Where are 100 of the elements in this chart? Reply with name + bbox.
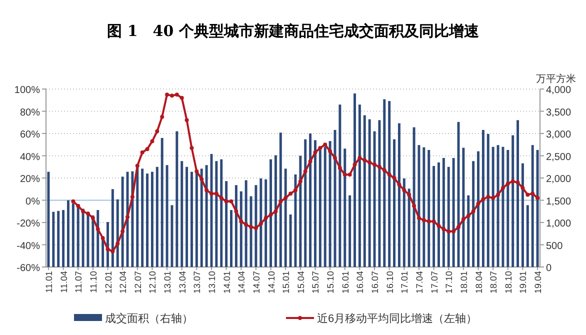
legend-label: 成交面积（右轴） xyxy=(105,312,193,325)
x-tick-label: 17.04 xyxy=(414,271,424,294)
bar xyxy=(526,205,529,267)
bar xyxy=(166,165,168,267)
y-tick-label: 60% xyxy=(20,130,40,140)
bar xyxy=(432,166,436,267)
x-tick-label: 18.07 xyxy=(488,271,499,294)
x-tick-label: 19.04 xyxy=(533,271,544,294)
y-tick-label: -20% xyxy=(16,218,40,230)
x-tick-label: 18.01 xyxy=(458,271,469,294)
bar xyxy=(328,141,332,267)
x-tick-label: 13.10 xyxy=(206,271,217,294)
bar xyxy=(225,181,228,267)
bar xyxy=(383,99,386,267)
bar xyxy=(299,156,302,267)
bar xyxy=(314,140,316,267)
y2-tick-label: 4,000 xyxy=(546,85,572,96)
bar xyxy=(260,178,262,267)
y2-tick-label: 500 xyxy=(546,240,564,252)
bar xyxy=(358,104,361,267)
bar xyxy=(304,139,307,267)
x-tick-label: 11.07 xyxy=(74,271,84,293)
y2-tick-label: 2,000 xyxy=(546,174,572,185)
y2-axis-title: 万平方米 xyxy=(536,73,576,85)
bar xyxy=(348,195,352,267)
y-tick-label: 20% xyxy=(20,174,40,185)
y-tick-label: 40% xyxy=(20,152,40,163)
bar xyxy=(428,150,430,267)
bar xyxy=(230,210,232,267)
bar xyxy=(200,168,203,267)
bar xyxy=(506,150,510,267)
bar xyxy=(284,168,287,267)
y2-tick-label: 3,000 xyxy=(546,130,572,140)
bar xyxy=(344,148,346,267)
y2-tick-label: 0 xyxy=(546,263,552,274)
x-tick-label: 16.01 xyxy=(340,271,350,294)
x-tick-label: 11.10 xyxy=(88,271,98,293)
bar xyxy=(190,172,193,267)
x-tick-label: 12.01 xyxy=(103,271,114,294)
bar xyxy=(402,178,406,267)
x-tick-label: 14.04 xyxy=(236,271,247,294)
bar xyxy=(156,166,158,267)
bar xyxy=(205,165,208,267)
y2-tick-label: 1,000 xyxy=(546,218,572,230)
bar xyxy=(274,155,277,267)
x-tick-label: 14.07 xyxy=(251,271,262,294)
bar xyxy=(116,199,119,267)
x-tick-label: 19.01 xyxy=(518,271,528,294)
bar xyxy=(437,162,440,267)
bar xyxy=(66,200,70,267)
bar xyxy=(486,134,490,267)
bar xyxy=(96,210,100,267)
bar xyxy=(354,93,356,267)
bar xyxy=(264,179,268,267)
bar xyxy=(215,161,218,267)
bar xyxy=(531,145,534,267)
bar xyxy=(422,147,426,267)
x-tick-label: 18.10 xyxy=(503,271,514,294)
bar xyxy=(270,159,272,267)
x-tick-label: 15.07 xyxy=(310,271,321,294)
bar xyxy=(512,135,514,267)
legend-label: 近6月移动平均同比增速（左轴） xyxy=(317,312,478,325)
bar xyxy=(121,176,124,267)
bar xyxy=(150,172,154,267)
x-tick-label: 15.04 xyxy=(296,271,306,294)
bar xyxy=(244,180,248,267)
bar xyxy=(536,150,539,267)
bar xyxy=(146,174,149,267)
x-tick-label: 17.10 xyxy=(444,271,454,294)
bar xyxy=(180,161,184,267)
x-tick-label: 12.04 xyxy=(118,271,128,294)
x-tick-label: 15.10 xyxy=(326,271,336,294)
bar xyxy=(462,148,465,267)
bar xyxy=(398,123,400,267)
bar xyxy=(47,172,50,267)
x-tick-label: 17.01 xyxy=(400,271,410,294)
x-tick-label: 11.04 xyxy=(58,271,69,293)
bar xyxy=(492,146,494,267)
bar xyxy=(393,139,396,267)
bar xyxy=(141,168,144,267)
y2-tick-label: 2,500 xyxy=(546,152,572,163)
x-tick-label: 12.07 xyxy=(132,271,143,294)
bar xyxy=(467,195,470,267)
bar xyxy=(82,208,84,267)
x-tick-label: 13.04 xyxy=(177,271,188,294)
y-tick-label: -40% xyxy=(16,240,40,252)
x-tick-label: 15.01 xyxy=(281,271,292,294)
bar xyxy=(516,120,520,267)
x-tick-label: 16.04 xyxy=(355,271,366,294)
y2-tick-label: 3,500 xyxy=(546,107,572,118)
y-tick-label: 100% xyxy=(14,85,40,96)
bar xyxy=(472,161,475,267)
y-tick-label: 80% xyxy=(20,107,40,118)
x-tick-label: 14.01 xyxy=(222,271,232,294)
bar xyxy=(57,210,60,267)
y-tick-label: -60% xyxy=(16,263,40,274)
bar xyxy=(442,158,445,267)
x-tick-label: 16.07 xyxy=(370,271,380,294)
x-tick-label: 13.01 xyxy=(162,271,173,294)
bar xyxy=(176,131,178,267)
